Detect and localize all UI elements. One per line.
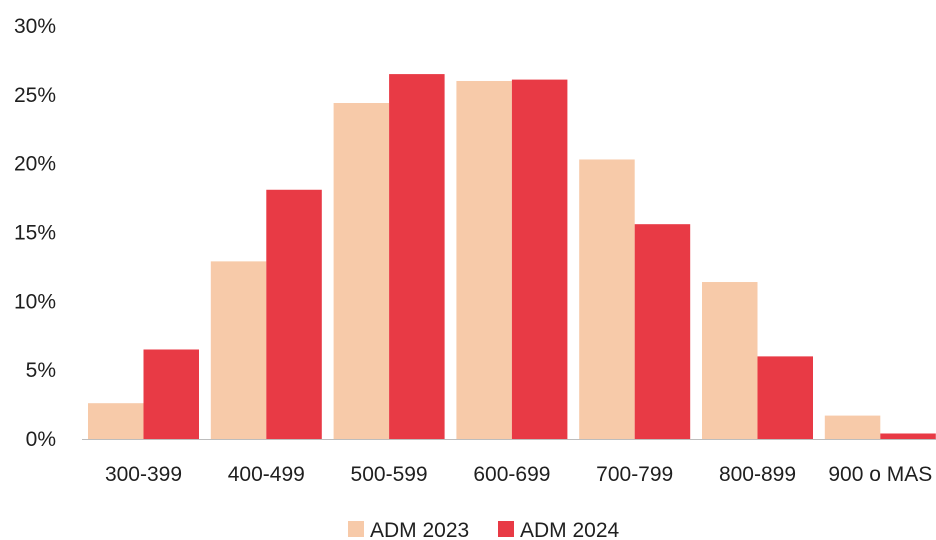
legend: ADM 2023 ADM 2024 (348, 519, 620, 540)
x-tick-label: 300-399 (105, 463, 182, 486)
bar-adm-2023-400-499 (210, 261, 267, 439)
bar-adm-2024-600-699 (511, 79, 568, 439)
bar-adm-2024-300-399 (143, 349, 199, 439)
legend-swatch-adm-2023 (348, 521, 364, 537)
x-tick-label: 800-899 (719, 463, 796, 486)
y-axis: 0% 5% 10% 15% 20% 25% 30% (14, 15, 56, 451)
bar-adm-2023-500-599 (333, 103, 390, 440)
bar-adm-2023-600-699 (456, 80, 512, 439)
bar-adm-2024-900-o-mas (880, 433, 936, 439)
x-tick-label: 600-699 (473, 463, 550, 486)
bar-adm-2024-700-799 (634, 224, 691, 439)
x-tick-label: 700-799 (596, 463, 673, 486)
legend-label: ADM 2024 (520, 519, 620, 540)
x-axis: 300-399 400-499 500-599 600-699 700-799 800-8… (105, 463, 932, 486)
bar-adm-2023-900-o-mas (824, 415, 881, 439)
x-tick-label: 500-599 (351, 463, 428, 486)
x-tick-label: 900 o MAS (828, 463, 932, 486)
y-tick-label: 5% (26, 359, 56, 382)
y-tick-label: 30% (14, 15, 56, 38)
bar-adm-2024-400-499 (266, 189, 322, 439)
y-tick-label: 20% (14, 153, 56, 176)
legend-label: ADM 2023 (370, 519, 469, 540)
y-tick-label: 15% (14, 221, 56, 244)
legend-swatch-adm-2024 (498, 521, 514, 537)
bar-adm-2024-500-599 (389, 74, 445, 439)
bar-adm-2023-300-399 (88, 403, 144, 439)
y-tick-label: 10% (14, 290, 56, 313)
y-tick-label: 0% (26, 428, 56, 451)
y-tick-label: 25% (14, 84, 56, 107)
bar-adm-2024-800-899 (757, 356, 813, 439)
bars-area (88, 74, 936, 440)
bar-adm-2023-700-799 (579, 159, 635, 439)
x-tick-label: 400-499 (228, 463, 305, 486)
bar-adm-2023-800-899 (702, 282, 758, 439)
